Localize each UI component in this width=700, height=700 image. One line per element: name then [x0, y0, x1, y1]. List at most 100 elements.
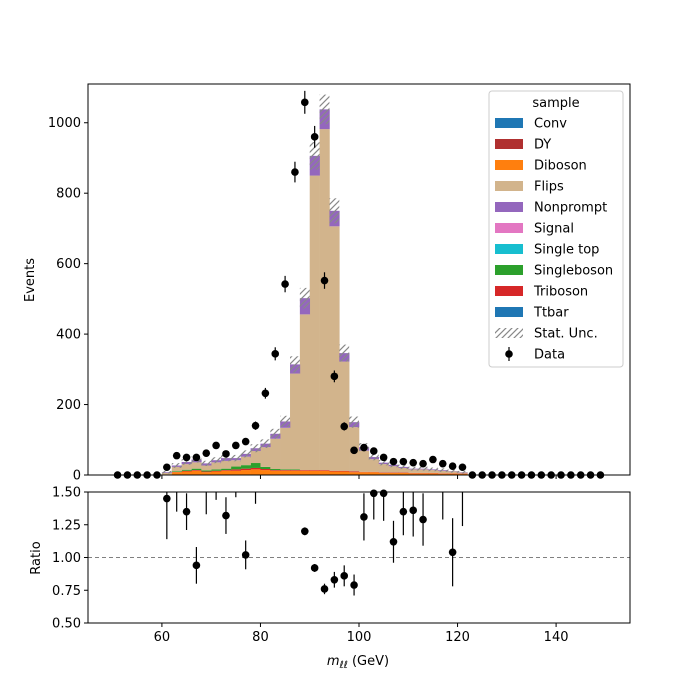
- stack-bar-flips: [408, 469, 419, 473]
- ratio-point: [163, 494, 171, 503]
- stack-bar-flips: [201, 465, 212, 471]
- stack-bar-triboson: [250, 467, 261, 470]
- legend-entry-triboson: Triboson: [495, 285, 588, 300]
- ratio-point: [369, 489, 378, 498]
- stack-bar-flips: [250, 451, 261, 464]
- stack-bar-diboson: [349, 472, 360, 475]
- y-tick-label: 800: [56, 187, 81, 202]
- stack-bar-singleboson: [280, 469, 291, 471]
- stack-bar-flips: [319, 129, 330, 471]
- stack-bar-diboson: [378, 472, 389, 475]
- ratio-y-tick-label: 1.50: [52, 486, 81, 501]
- stack-bar-triboson: [240, 468, 251, 471]
- stack-bar-singleboson: [201, 470, 212, 472]
- data-point: [202, 449, 211, 457]
- ratio-y-tick-label: 1.25: [52, 518, 81, 533]
- stack-bar-singleboson: [270, 469, 281, 471]
- stack-bar-diboson: [457, 473, 468, 475]
- legend-label: Triboson: [533, 285, 588, 300]
- data-point: [360, 443, 368, 452]
- main-histogram-panel: 0 200 400 600 800 1000 Events sample Conv DY Dib…: [23, 83, 631, 484]
- legend-swatch: [495, 160, 523, 170]
- legend-label: Conv: [534, 117, 567, 132]
- stack-bar-diboson: [427, 473, 439, 475]
- legend-label: Flips: [534, 180, 564, 195]
- stack-bar-diboson: [437, 473, 448, 475]
- legend-entry-conv: Conv: [495, 117, 567, 132]
- ratio-y-tick-label: 1.00: [52, 551, 81, 566]
- stack-bar-singleboson: [181, 469, 192, 471]
- stack-bar-flips: [299, 314, 311, 471]
- data-point: [192, 453, 201, 462]
- y-axis-label-ratio: Ratio: [29, 541, 44, 574]
- stack-bar-singleboson: [221, 468, 232, 471]
- data-point: [310, 133, 319, 141]
- legend-swatch: [495, 118, 523, 128]
- legend-swatch: [495, 223, 523, 233]
- legend-entry-diboson: Diboson: [495, 159, 587, 174]
- stat-unc-hatch: [280, 415, 291, 428]
- stack-bar-diboson: [329, 471, 340, 475]
- stack-diboson: [161, 469, 468, 475]
- legend-entry-flips: Flips: [495, 180, 564, 195]
- stack-bar-flips: [388, 466, 399, 473]
- stack-bar-flips: [368, 459, 380, 472]
- ratio-point: [448, 548, 457, 557]
- data-point: [429, 455, 437, 464]
- ratio-panel: 0.50 0.75 1.00 1.25 1.50 60 80 100 120 140 Ratio…: [29, 486, 631, 671]
- ratio-point: [399, 507, 408, 516]
- stack-bar-diboson: [359, 472, 370, 475]
- ratio-plot-area: [88, 489, 630, 596]
- stack-bar-flips: [240, 456, 251, 466]
- ratio-point: [330, 575, 339, 584]
- data-point: [261, 389, 270, 398]
- stack-bar-diboson: [319, 470, 330, 475]
- ratio-point: [389, 537, 398, 546]
- stat-unc-hatch: [230, 454, 241, 462]
- stack-bar-diboson: [418, 473, 429, 475]
- stack-bar-flips: [270, 438, 281, 470]
- stack-bar-triboson: [191, 470, 202, 471]
- x-tick-label: 140: [544, 630, 569, 645]
- stack-bar-flips: [171, 466, 182, 472]
- stack-bar-flips: [427, 470, 439, 473]
- legend-label: Singleboson: [534, 264, 613, 279]
- stack-bar-diboson: [339, 471, 350, 475]
- stack-bar-diboson: [221, 470, 232, 475]
- stack-singleboson: [171, 463, 301, 472]
- stat-unc-hatch: [329, 198, 340, 224]
- data-point: [281, 280, 289, 288]
- data-point: [251, 421, 260, 430]
- main-x-ticks: [161, 475, 557, 479]
- stat-unc-hatch: [211, 457, 222, 464]
- stack-bar-triboson: [181, 470, 192, 472]
- stat-unc-hatch: [181, 459, 192, 465]
- stack-bar-diboson: [270, 470, 281, 475]
- data-point: [291, 168, 299, 176]
- stack-bar-diboson: [181, 471, 192, 475]
- stack-bar-flips: [211, 462, 222, 470]
- stack-bar-flips: [280, 427, 291, 470]
- stat-unc-hatch: [378, 459, 389, 466]
- legend-label: Single top: [534, 243, 599, 258]
- legend-label: Data: [534, 348, 565, 363]
- stack-bar-flips: [329, 226, 340, 471]
- stat-unc-hatch: [221, 454, 231, 462]
- data-point: [369, 447, 378, 455]
- stack-bar-diboson: [191, 470, 202, 475]
- ratio-point: [340, 572, 349, 580]
- stack-bar-diboson: [408, 473, 419, 475]
- legend-entry-dy: DY: [495, 138, 551, 153]
- legend-swatch: [495, 286, 523, 296]
- data-point: [222, 450, 230, 458]
- stack-bar-diboson: [230, 470, 242, 475]
- legend-swatch: [495, 139, 523, 149]
- stack-bar-flips: [221, 460, 232, 469]
- ratio-point: [192, 561, 201, 570]
- stack-bar-flips: [181, 464, 192, 470]
- ratio-y-tick-label: 0.75: [52, 584, 81, 599]
- stack-bar-flips: [437, 470, 448, 474]
- stat-unc-hatch: [418, 466, 428, 471]
- stack-bar-flips: [260, 447, 271, 467]
- ratio-point: [320, 585, 329, 593]
